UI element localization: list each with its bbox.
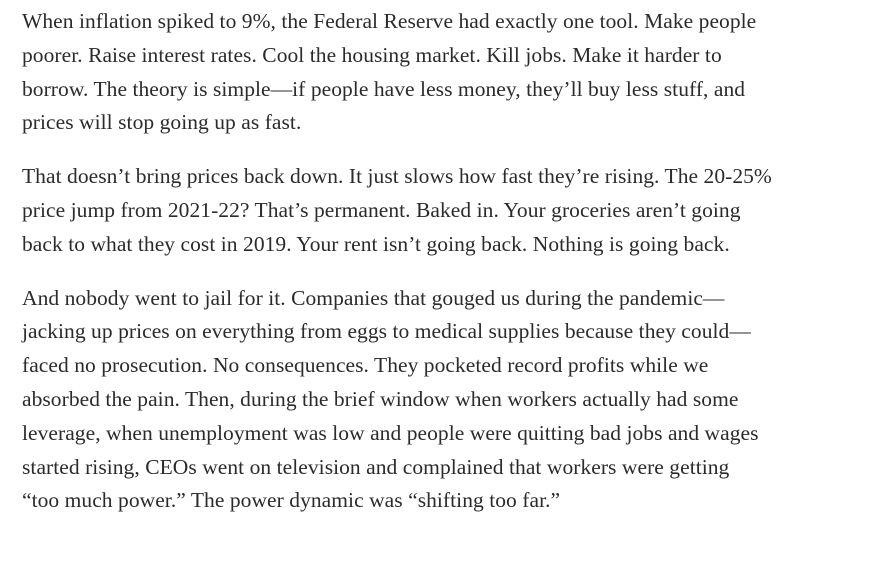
- text-line: jacking up prices on everything from egg…: [22, 319, 751, 344]
- text-line: back to what they cost in 2019. Your ren…: [22, 231, 730, 256]
- text-line: leverage, when unemployment was low and …: [22, 420, 759, 445]
- text-line: poorer. Raise interest rates. Cool the h…: [22, 42, 722, 67]
- paragraph-prices-permanent: That doesn’t bring prices back down. It …: [22, 160, 884, 261]
- paragraph-no-consequences: And nobody went to jail for it. Companie…: [22, 282, 884, 519]
- text-line: started rising, CEOs went on television …: [22, 454, 730, 479]
- text-line: And nobody went to jail for it. Companie…: [22, 285, 725, 310]
- text-line: faced no prosecution. No consequences. T…: [22, 353, 709, 378]
- text-line: borrow. The theory is simple—if people h…: [22, 76, 746, 101]
- text-line: absorbed the pain. Then, during the brie…: [22, 386, 739, 411]
- text-line: prices will stop going up as fast.: [22, 110, 302, 135]
- text-line: price jump from 2021-22? That’s permanen…: [22, 197, 741, 222]
- text-line: When inflation spiked to 9%, the Federal…: [22, 9, 757, 33]
- paragraph-fed-tool: When inflation spiked to 9%, the Federal…: [22, 5, 884, 140]
- text-line: “too much power.” The power dynamic was …: [22, 488, 561, 513]
- article-body: When inflation spiked to 9%, the Federal…: [22, 5, 884, 518]
- text-line: That doesn’t bring prices back down. It …: [22, 164, 772, 189]
